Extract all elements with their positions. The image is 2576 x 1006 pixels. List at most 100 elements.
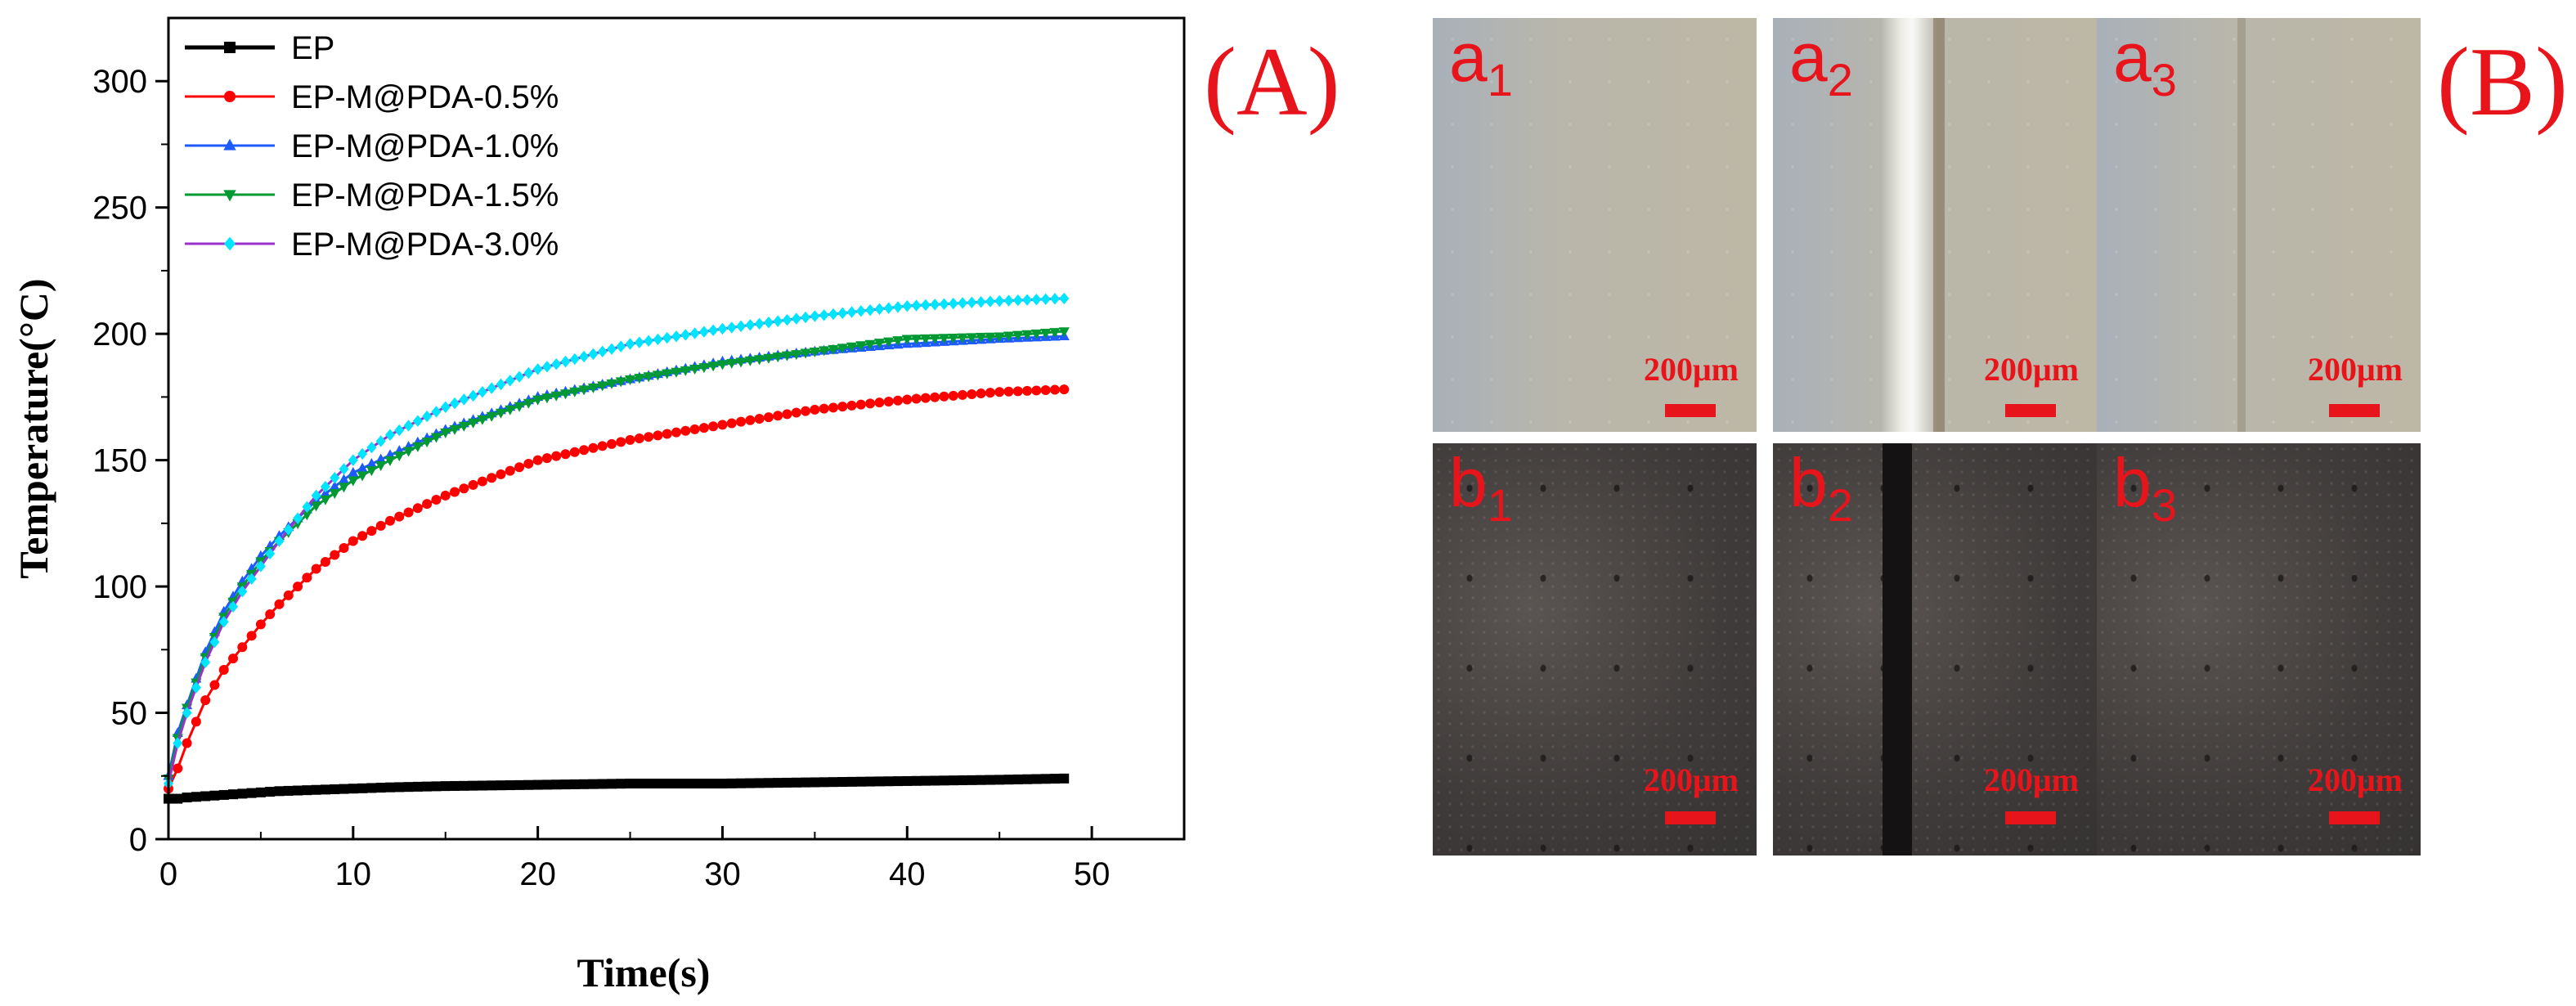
data-point (182, 738, 192, 748)
x-tick-label: 10 (335, 856, 372, 892)
data-point (736, 416, 747, 427)
data-point (864, 339, 876, 350)
data-point (819, 777, 829, 788)
x-tick-label: 0 (159, 856, 177, 892)
data-point (550, 391, 562, 402)
data-point (662, 369, 673, 379)
data-point (1059, 292, 1070, 305)
data-point (754, 778, 765, 788)
series-1 (164, 384, 1070, 794)
data-point (218, 789, 229, 800)
data-point (320, 487, 331, 498)
data-point (1012, 386, 1023, 397)
data-point (218, 665, 229, 676)
data-point (375, 460, 387, 471)
data-point (606, 438, 617, 449)
y-axis-label: Temperature(°C) (11, 278, 56, 578)
data-point (736, 778, 747, 788)
data-point (1022, 294, 1033, 306)
data-point (634, 779, 644, 789)
data-point (828, 308, 838, 321)
data-point (505, 375, 515, 387)
data-point (874, 303, 885, 316)
data-point (348, 536, 358, 546)
data-point (958, 297, 968, 309)
data-point (967, 388, 977, 399)
data-point (412, 781, 423, 792)
y-tick-label: 50 (111, 696, 148, 732)
data-point (874, 776, 885, 787)
data-point (265, 609, 276, 620)
data-point (1031, 294, 1042, 306)
data-point (569, 447, 580, 457)
data-point (680, 425, 691, 436)
data-point (958, 775, 968, 786)
data-point (403, 507, 414, 518)
data-point (357, 471, 368, 482)
x-tick-label: 40 (889, 856, 926, 892)
data-point (384, 429, 395, 441)
data-point (514, 462, 525, 473)
data-point (200, 656, 211, 668)
data-point (615, 377, 626, 388)
data-point (523, 779, 534, 790)
data-point (634, 433, 644, 444)
data-point (541, 393, 553, 404)
data-point (653, 779, 663, 789)
data-point (597, 779, 608, 789)
data-point (939, 298, 949, 310)
data-point (173, 793, 183, 804)
data-point (293, 512, 303, 524)
data-point (698, 779, 709, 789)
data-point (348, 466, 359, 477)
micrograph-label: a1 (1449, 19, 1513, 106)
data-point (440, 490, 451, 501)
data-point (551, 358, 562, 371)
scale-bar (2005, 404, 2056, 417)
data-point (375, 453, 387, 464)
data-point (939, 391, 949, 402)
data-point (892, 301, 903, 313)
data-point (394, 782, 405, 793)
data-point (726, 321, 737, 334)
x-tick-label: 50 (1074, 856, 1111, 892)
data-point (218, 616, 229, 628)
data-point (994, 332, 1005, 343)
data-point (855, 776, 866, 787)
data-point (901, 335, 913, 345)
data-point (597, 441, 608, 451)
data-point (560, 779, 571, 790)
data-point (551, 779, 562, 790)
data-point (938, 334, 950, 344)
data-point (302, 573, 312, 583)
scale-label: 200μm (1644, 761, 1739, 798)
data-point (532, 363, 543, 375)
data-point (348, 784, 358, 794)
data-point (357, 531, 368, 541)
data-point (228, 789, 239, 800)
scale-label: 200μm (2308, 351, 2403, 388)
data-point (412, 503, 423, 514)
data-point (883, 776, 894, 787)
data-point (846, 342, 858, 353)
data-point (459, 393, 469, 406)
data-point (191, 681, 201, 694)
plot-frame (167, 16, 1186, 841)
data-point (505, 405, 516, 415)
data-point (801, 406, 811, 416)
data-point (588, 442, 599, 453)
data-point (616, 437, 626, 447)
data-point (810, 404, 820, 415)
data-point (948, 775, 958, 786)
data-point (892, 336, 904, 347)
data-point (274, 786, 285, 797)
data-point (644, 432, 654, 442)
data-point (329, 480, 340, 491)
data-point (625, 434, 635, 445)
data-point (625, 779, 635, 789)
series-line (167, 335, 1065, 777)
data-point (625, 338, 635, 350)
data-point (191, 716, 201, 727)
data-point (902, 775, 913, 786)
data-point (366, 783, 377, 793)
